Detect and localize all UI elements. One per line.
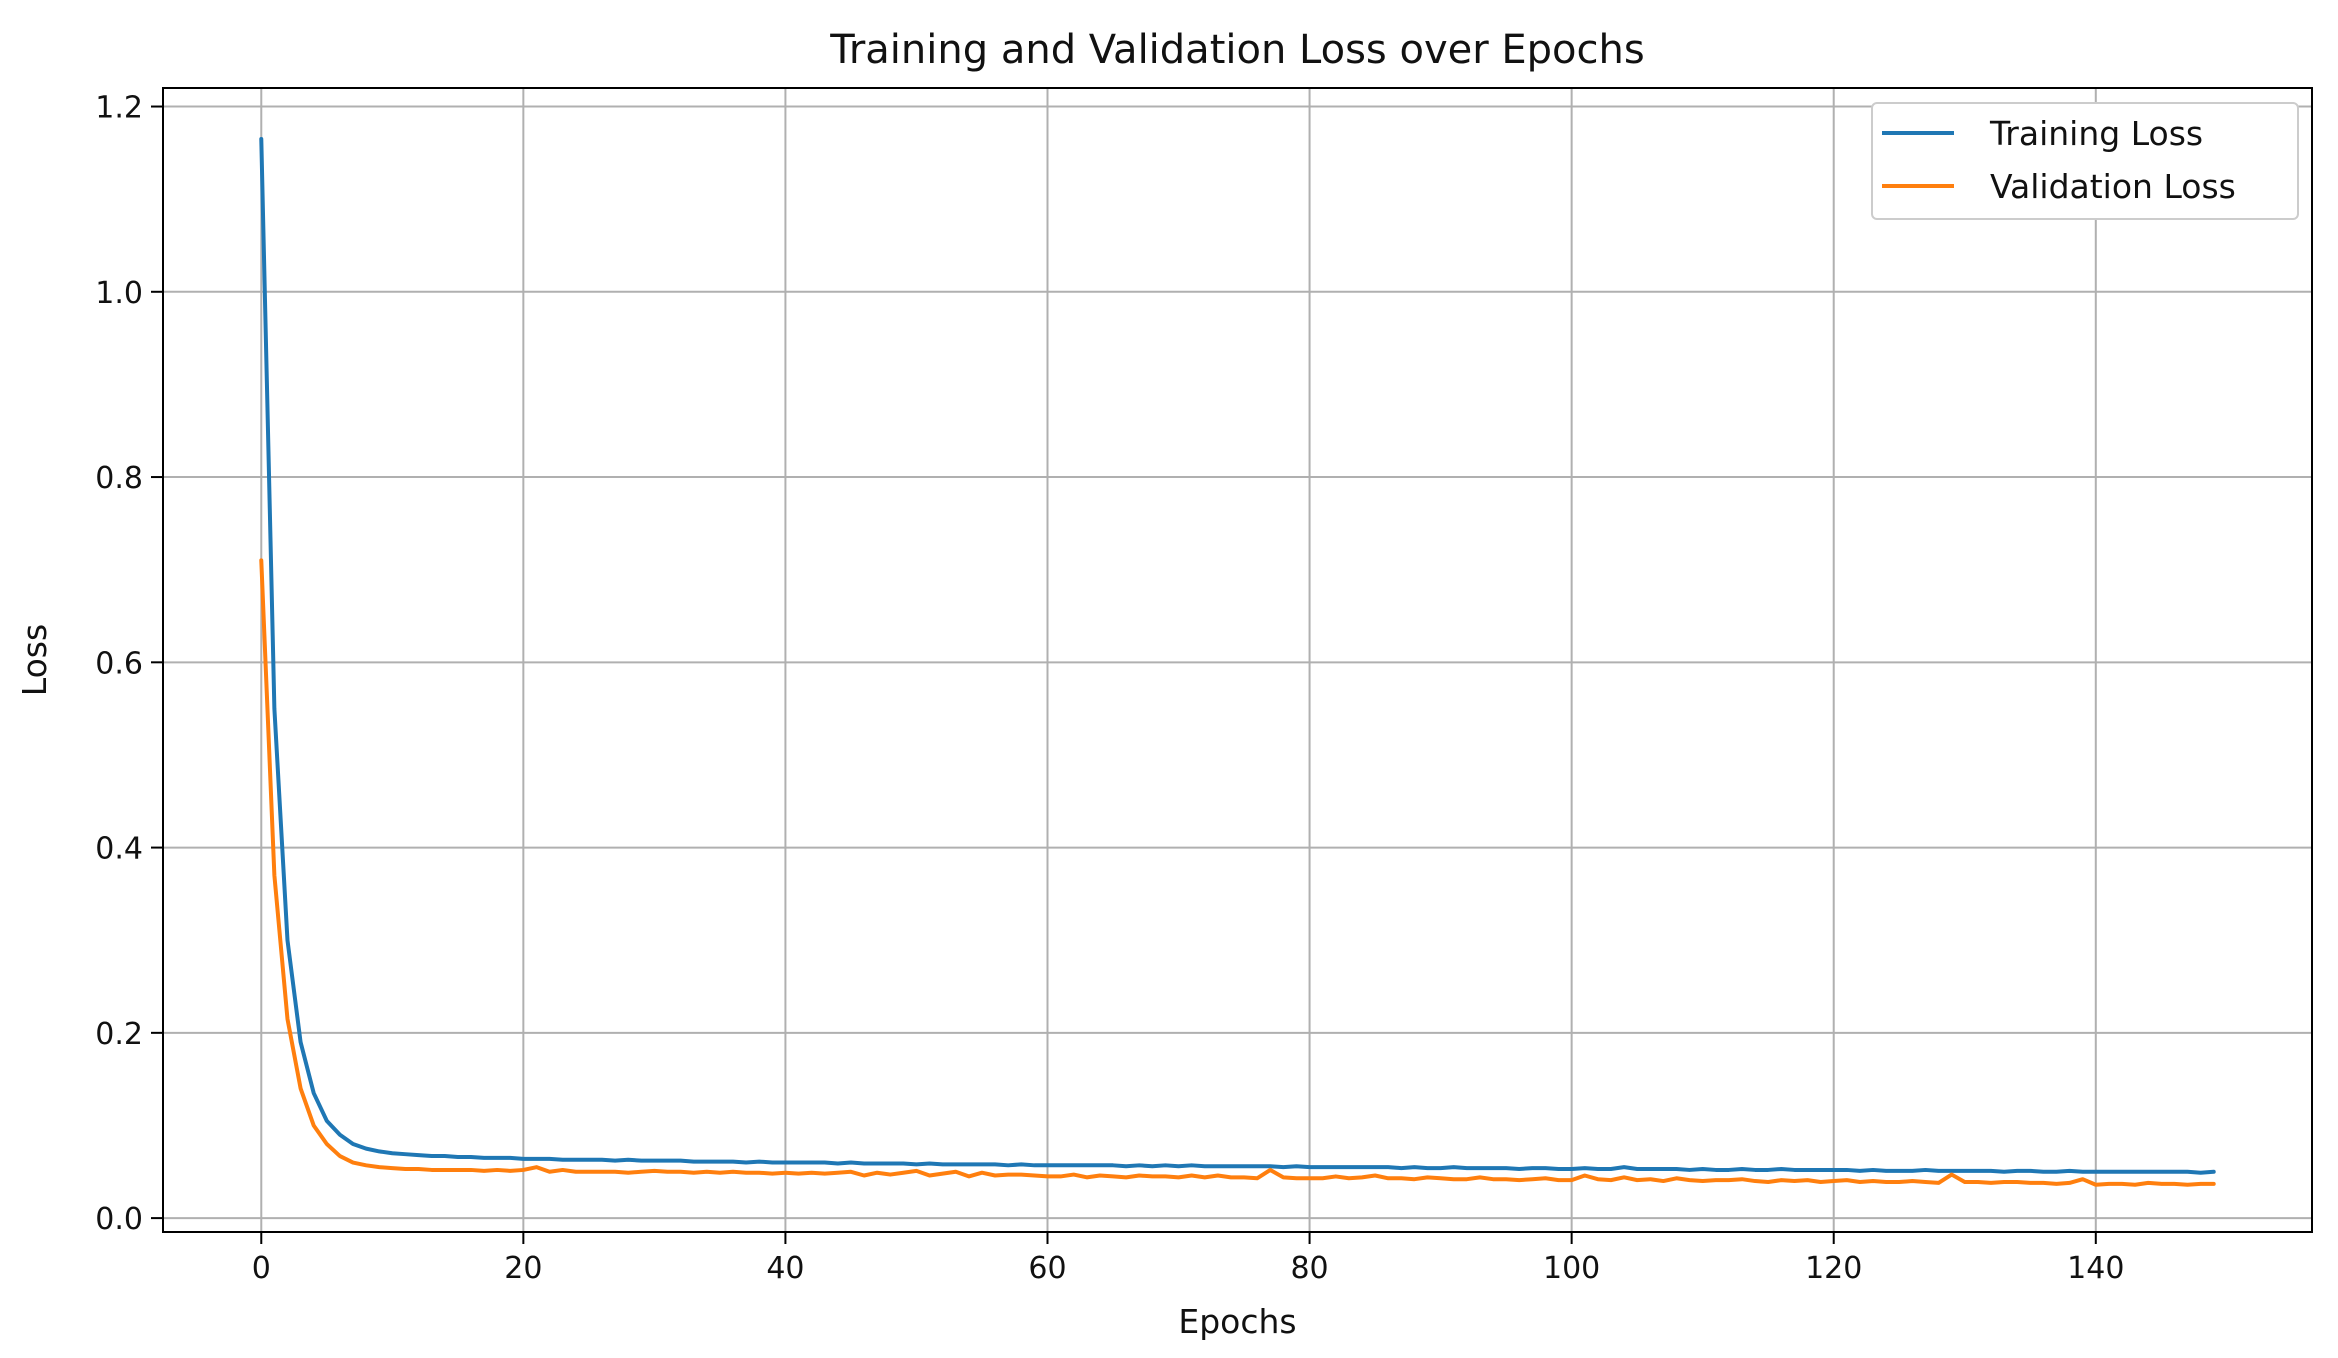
y-tick-label: 0.6 [95,646,143,681]
legend-label-validation: Validation Loss [1990,167,2236,206]
series-line-validation [259,558,2216,1187]
legend-label-training: Training Loss [1989,114,2203,153]
x-tick-label: 40 [766,1251,804,1286]
x-tick-label: 20 [504,1251,542,1286]
series-line-training [259,136,2216,1175]
y-tick-label: 1.0 [95,276,143,311]
y-tick-label: 0.0 [95,1202,143,1237]
series-group [259,136,2216,1187]
axis-ticks: 0 20 40 60 80 100 120 140 0.0 0.2 0.4 0.6 0.8 1.0 1.2 [95,91,2124,1286]
legend: Training Loss Validation Loss [1871,102,2299,220]
chart-title: Training and Validation Loss over Epochs [829,27,1644,73]
y-axis-title: Loss [15,624,54,696]
y-tick-label: 0.4 [95,832,143,867]
y-tick-label: 1.2 [95,91,143,126]
x-axis-title: Epochs [1178,1302,1296,1341]
legend-box [1871,102,2299,220]
grid [163,88,2312,1232]
x-tick-label: 100 [1543,1251,1600,1286]
y-tick-label: 0.8 [95,461,143,496]
x-tick-label: 120 [1805,1251,1862,1286]
x-tick-label: 140 [2067,1251,2124,1286]
y-tick-label: 0.2 [95,1017,143,1052]
x-tick-label: 60 [1028,1251,1066,1286]
x-tick-label: 0 [252,1251,271,1286]
plot-frame [162,87,2313,1233]
x-tick-label: 80 [1290,1251,1328,1286]
